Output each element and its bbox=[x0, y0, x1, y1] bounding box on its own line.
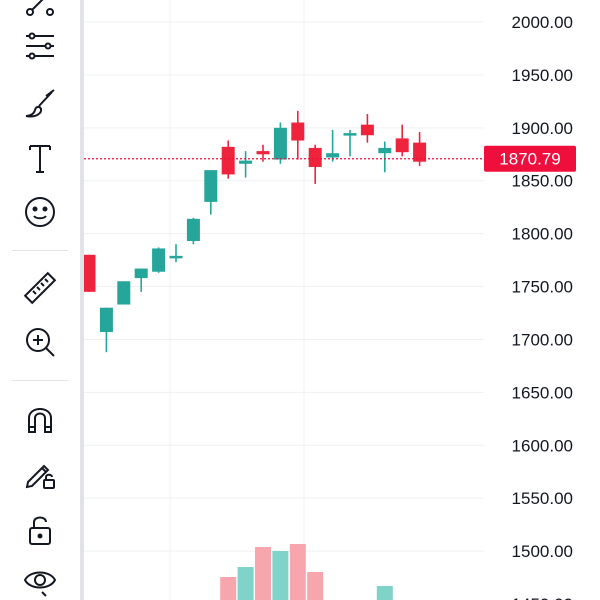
candle-up bbox=[204, 170, 218, 215]
toolbar-divider bbox=[80, 0, 84, 600]
candle-down bbox=[221, 140, 235, 179]
lock-icon[interactable] bbox=[20, 510, 60, 550]
brush-icon[interactable] bbox=[20, 84, 60, 124]
candle-up bbox=[134, 268, 148, 292]
candle-down bbox=[395, 124, 409, 157]
price-tick-label: 1600.00 bbox=[512, 436, 573, 455]
current-price-label: 1870.79 bbox=[499, 150, 560, 169]
candle-down bbox=[308, 144, 322, 184]
candle-body bbox=[204, 170, 218, 202]
candle-body bbox=[343, 133, 357, 136]
price-tick-label: 1650.00 bbox=[512, 383, 573, 402]
candle-body bbox=[360, 124, 374, 136]
price-tick-label: 2000.00 bbox=[512, 13, 573, 32]
price-tick-label: 1500.00 bbox=[512, 542, 573, 561]
candle-body bbox=[134, 268, 148, 279]
candle-body bbox=[291, 122, 305, 141]
candle-up bbox=[326, 129, 340, 162]
toolbar-separator bbox=[12, 380, 68, 381]
candle-body bbox=[221, 146, 235, 175]
volume-bar bbox=[220, 577, 237, 600]
price-tick-label: 1450.00 bbox=[512, 595, 573, 600]
lock-drawing-icon[interactable] bbox=[20, 454, 60, 494]
candle-body bbox=[273, 127, 287, 160]
candle-body bbox=[84, 254, 96, 292]
price-tick-label: 1750.00 bbox=[512, 278, 573, 297]
text-tool-icon[interactable] bbox=[20, 138, 60, 178]
candle-up bbox=[186, 217, 200, 245]
candle-down bbox=[413, 132, 427, 166]
candle-up bbox=[343, 129, 357, 157]
candle-body bbox=[117, 281, 131, 305]
candle-body bbox=[413, 142, 427, 162]
candle-down bbox=[256, 144, 270, 162]
ruler-icon[interactable] bbox=[20, 268, 60, 308]
candle-body bbox=[308, 147, 322, 167]
candle-body bbox=[152, 248, 166, 272]
candle-up bbox=[117, 281, 131, 305]
candle-up bbox=[239, 151, 253, 178]
price-tick-label: 1950.00 bbox=[512, 66, 573, 85]
price-tick-label: 1550.00 bbox=[512, 489, 573, 508]
candle-body bbox=[239, 160, 253, 164]
volume-bar bbox=[272, 551, 289, 600]
candle-body bbox=[395, 138, 409, 153]
magnet-icon[interactable] bbox=[20, 398, 60, 438]
candle-body bbox=[99, 307, 113, 333]
price-tick-label: 1850.00 bbox=[512, 172, 573, 191]
candle-up bbox=[378, 141, 392, 173]
volume-bar bbox=[289, 544, 306, 600]
grid-lines bbox=[84, 0, 484, 600]
toolbar-separator bbox=[12, 250, 68, 251]
price-tick-label: 1900.00 bbox=[512, 119, 573, 138]
candle-up bbox=[99, 307, 113, 353]
volume-bar bbox=[376, 586, 393, 600]
volume-bar bbox=[237, 567, 254, 600]
trend-line-icon[interactable] bbox=[20, 0, 60, 22]
candle-body bbox=[326, 153, 340, 158]
candlestick-chart[interactable]: 2000.00 1950.00 1900.00 1850.00 1800.00 1750.… bbox=[84, 0, 600, 600]
candle-body bbox=[169, 255, 183, 259]
eye-icon[interactable] bbox=[20, 560, 60, 600]
fib-tool-icon[interactable] bbox=[20, 26, 60, 66]
candle-up bbox=[152, 247, 166, 273]
volume-bar bbox=[307, 572, 324, 600]
candle-up bbox=[169, 244, 183, 263]
price-tick-label: 1700.00 bbox=[512, 330, 573, 349]
volume-bar bbox=[255, 547, 271, 600]
candles bbox=[84, 110, 427, 353]
candle-up bbox=[273, 122, 287, 164]
drawing-toolbar bbox=[0, 0, 80, 600]
candle-down bbox=[84, 254, 96, 292]
price-tick-label: 1800.00 bbox=[512, 225, 573, 244]
candle-down bbox=[291, 110, 305, 160]
candle-down bbox=[360, 114, 374, 143]
volume-bars bbox=[220, 544, 393, 600]
candle-body bbox=[186, 218, 200, 242]
emoji-icon[interactable] bbox=[20, 192, 60, 232]
current-price-badge bbox=[484, 145, 576, 172]
price-axis[interactable]: 2000.00 1950.00 1900.00 1850.00 1800.00 1750.… bbox=[512, 13, 573, 600]
candle-body bbox=[256, 151, 270, 155]
zoom-in-icon[interactable] bbox=[20, 322, 60, 362]
candle-body bbox=[378, 147, 392, 154]
